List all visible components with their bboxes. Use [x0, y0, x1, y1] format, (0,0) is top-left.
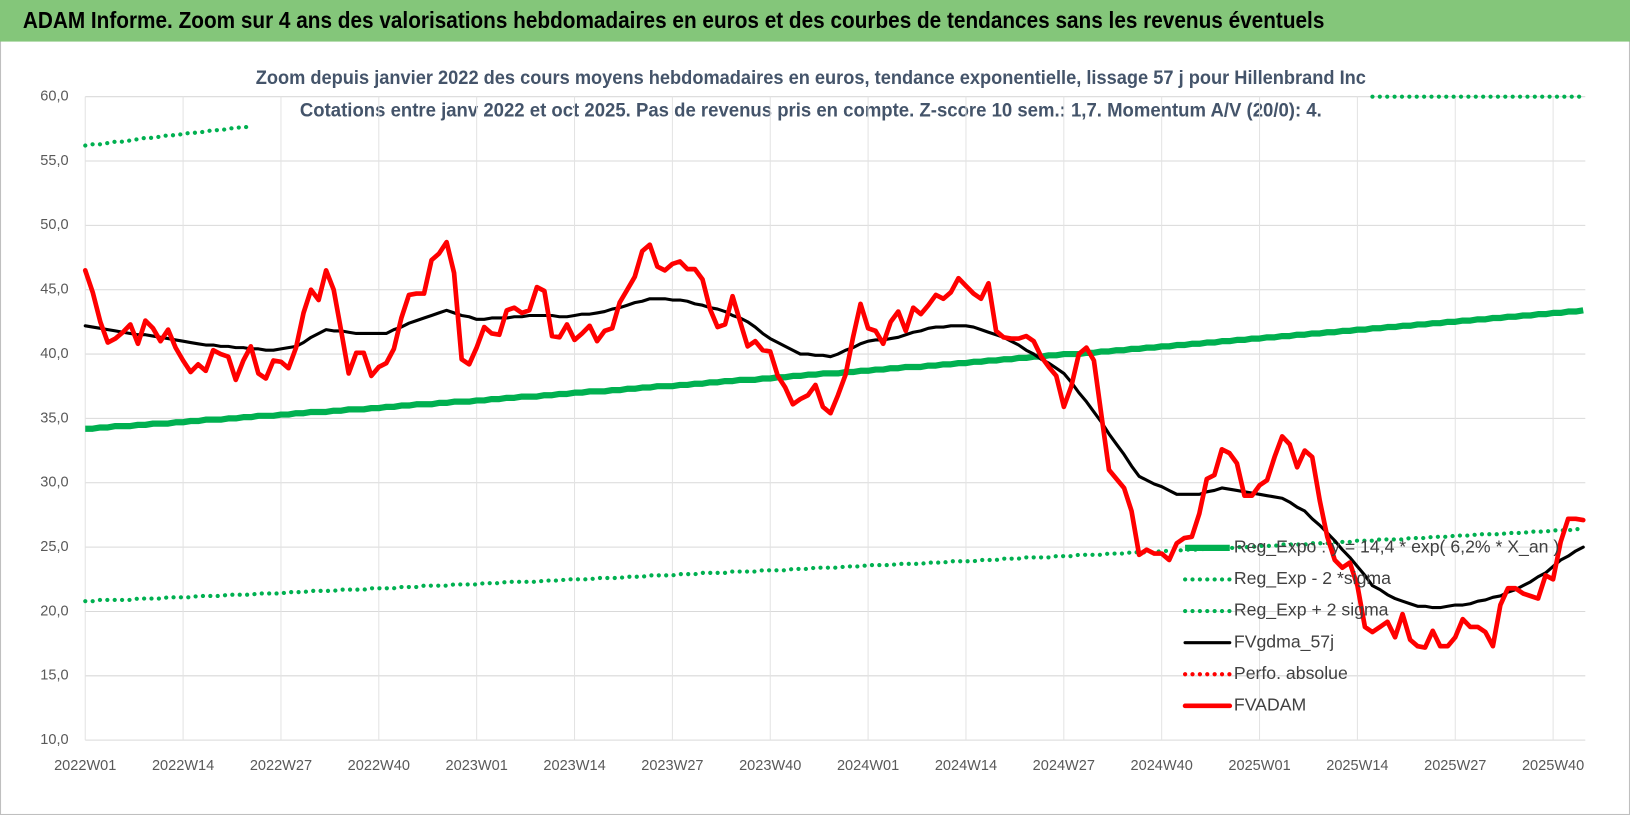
legend-label: Reg_Expo : y = 14,4 * exp( 6,2% * X_an ) [1234, 537, 1559, 558]
y-tick-label: 20,0 [40, 603, 68, 619]
series-line [85, 307, 1584, 432]
chart-title: Zoom depuis janvier 2022 des cours moyen… [256, 67, 1366, 89]
x-tick-label: 2022W14 [152, 758, 214, 774]
legend-label: Perfo. absolue [1234, 663, 1348, 683]
y-tick-label: 50,0 [40, 217, 68, 233]
x-tick-label: 2025W01 [1228, 758, 1290, 774]
x-tick-label: 2024W01 [837, 758, 899, 774]
legend: Reg_Expo : y = 14,4 * exp( 6,2% * X_an )… [1182, 537, 1559, 715]
x-tick-label: 2022W01 [54, 758, 116, 774]
header-title: ADAM Informe. Zoom sur 4 ans des valoris… [23, 7, 1325, 33]
legend-label: FVgdma_57j [1234, 631, 1334, 652]
x-tick-label: 2023W14 [543, 758, 605, 774]
series-line [83, 94, 1586, 148]
y-tick-label: 30,0 [40, 475, 68, 491]
x-tick-label: 2023W27 [641, 758, 703, 774]
header-band [0, 0, 1630, 42]
grid: 10,0 15,0 20,0 25,0 30,0 35,0 40,0 45,0 50,0 55,0… [40, 89, 1586, 774]
y-tick-label: 40,0 [40, 346, 68, 362]
y-tick-label: 15,0 [40, 668, 68, 684]
x-tick-label: 2022W40 [348, 758, 410, 774]
x-tick-label: 2025W14 [1326, 758, 1388, 774]
y-tick-label: 25,0 [40, 539, 68, 555]
x-tick-label: 2024W14 [935, 758, 997, 774]
x-tick-label: 2022W27 [250, 758, 312, 774]
series-line [83, 527, 1586, 604]
x-tick-label: 2023W40 [739, 758, 801, 774]
y-tick-label: 60,0 [40, 89, 68, 105]
x-tick-label: 2024W27 [1033, 758, 1095, 774]
plot [82, 94, 1586, 650]
legend-label: Reg_Exp + 2 sigma [1234, 600, 1389, 621]
y-tick-label: 45,0 [40, 282, 68, 298]
chart-subtitle: Cotations entre janv 2022 et oct 2025. P… [300, 99, 1322, 121]
y-tick-label: 35,0 [40, 410, 68, 426]
x-tick-label: 2023W01 [446, 758, 508, 774]
series-line [82, 239, 1586, 650]
legend-label: FVADAM [1234, 695, 1306, 715]
x-tick-label: 2024W40 [1131, 758, 1193, 774]
y-tick-label: 10,0 [40, 732, 68, 748]
x-tick-label: 2025W40 [1522, 758, 1584, 774]
series-line [83, 297, 1585, 610]
y-tick-label: 55,0 [40, 153, 68, 169]
legend-label: Reg_Exp - 2 *sigma [1234, 568, 1391, 589]
x-tick-label: 2025W27 [1424, 758, 1486, 774]
